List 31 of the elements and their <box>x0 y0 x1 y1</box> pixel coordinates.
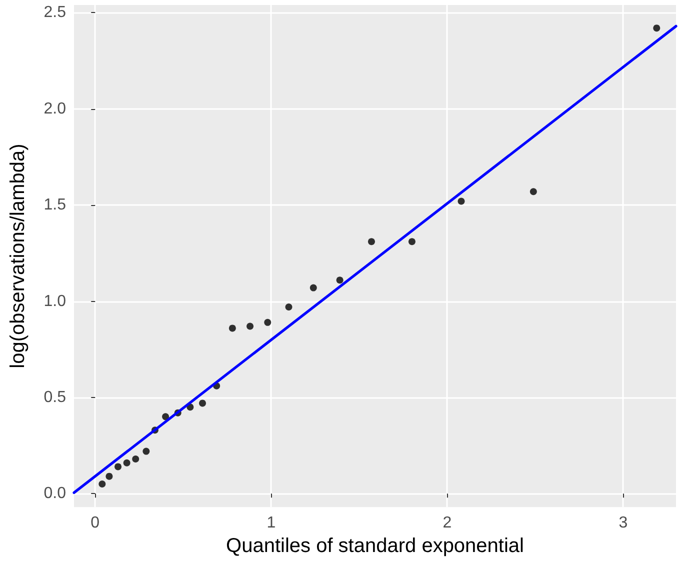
point <box>228 324 236 332</box>
y-tick-label: 0.5 <box>44 388 66 406</box>
point <box>310 284 317 292</box>
y-axis-title: log(observations/lambda) <box>7 144 29 368</box>
x-tick-label: 1 <box>266 514 276 532</box>
point <box>162 413 170 420</box>
point <box>653 24 660 32</box>
y-tick-label: 0.0 <box>44 485 66 502</box>
point <box>530 188 537 196</box>
point <box>246 322 254 330</box>
point <box>264 318 272 326</box>
x-tick-label: 2 <box>442 514 452 532</box>
x-tick-label: 0 <box>90 514 100 532</box>
point <box>98 480 106 488</box>
point <box>106 472 113 480</box>
x-tick-label: 3 <box>618 514 628 532</box>
point <box>368 238 375 246</box>
point <box>408 238 416 246</box>
point <box>458 198 465 205</box>
point <box>285 304 292 311</box>
point <box>199 400 206 407</box>
point <box>132 456 140 463</box>
point <box>123 459 130 466</box>
point <box>336 276 344 284</box>
point <box>142 448 150 455</box>
x-axis-title: Quantiles of standard exponential <box>226 535 524 557</box>
point <box>114 463 122 470</box>
y-tick-label: 1.5 <box>44 196 66 214</box>
y-tick-label: 2.5 <box>44 4 66 22</box>
y-tick-label: 1.0 <box>44 292 66 310</box>
y-tick-label: 2.0 <box>44 100 66 118</box>
